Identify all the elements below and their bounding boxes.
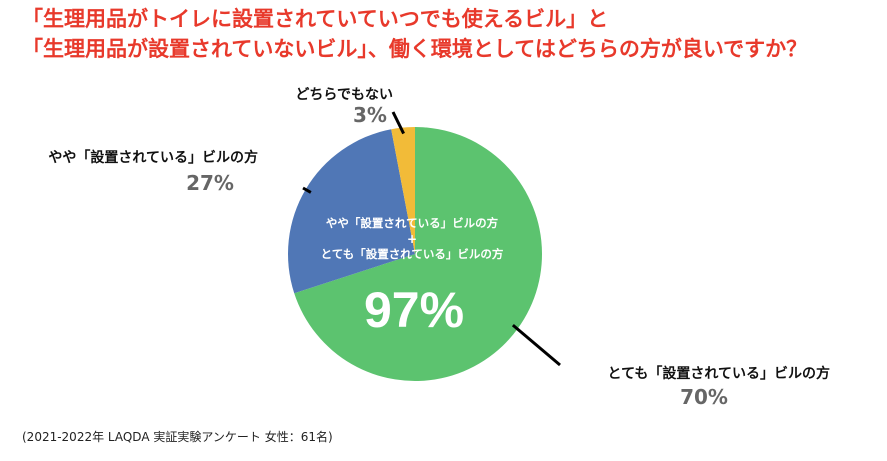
slice-label-1: やや「設置されている」ビルの方 xyxy=(48,149,258,166)
chart-title-line-2: 「生理用品が設置されていないビル」、働く環境としてはどちらの方が良いですか？ xyxy=(22,37,808,61)
combined-value: 97% xyxy=(364,282,464,338)
chart-title: 「生理用品がトイレに設置されていていつでも使えるビル」と 「生理用品が設置されて… xyxy=(22,4,807,64)
slice-label-2: どちらでもない xyxy=(295,87,393,103)
slice-value-2: 3% xyxy=(353,103,387,127)
slice-label-0: とても「設置されている」ビルの方 xyxy=(608,365,830,382)
leader-line-2 xyxy=(391,111,405,135)
slice-value-1: 27% xyxy=(186,171,234,195)
slice-value-0: 70% xyxy=(680,385,728,409)
leader-line-1 xyxy=(302,186,312,194)
pie-slice-2 xyxy=(391,127,415,254)
combined-plus: + xyxy=(407,232,417,246)
combined-label-line-1: やや「設置されている」ビルの方 xyxy=(326,216,498,230)
source-note: (2021-2022年 LAQDA 実証実験アンケート 女性：61名) xyxy=(22,430,333,444)
combined-label-line-2: とても「設置されている」ビルの方 xyxy=(321,247,504,261)
pie-slice-0 xyxy=(294,127,542,381)
leader-line-0 xyxy=(511,323,561,367)
chart-title-line-1: 「生理用品がトイレに設置されていていつでも使えるビル」と xyxy=(22,7,609,31)
pie-slice-1 xyxy=(288,129,415,294)
